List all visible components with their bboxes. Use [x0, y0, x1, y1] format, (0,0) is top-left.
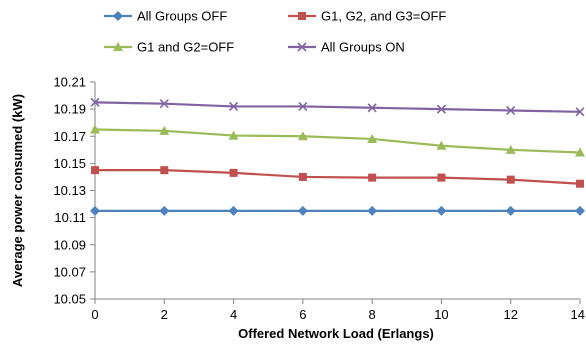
data-point	[436, 140, 447, 150]
legend-label: All Groups ON	[321, 40, 405, 55]
x-tick-label: 2	[161, 307, 168, 322]
series-line	[95, 169, 581, 185]
data-point	[505, 205, 516, 216]
data-point	[159, 99, 169, 109]
y-tick-label: 10.17	[53, 129, 86, 144]
data-point	[229, 101, 239, 111]
legend-marker	[297, 42, 307, 52]
legend-item: All Groups OFF	[104, 9, 227, 24]
data-point	[367, 205, 378, 216]
legend-marker	[113, 11, 123, 21]
data-point	[505, 144, 516, 154]
legend-marker	[298, 12, 306, 20]
y-tick-label: 10.15	[53, 156, 86, 171]
y-tick-label: 10.19	[53, 102, 86, 117]
data-point	[367, 103, 377, 113]
data-point	[90, 124, 100, 134]
data-point	[575, 107, 585, 117]
data-point	[297, 205, 308, 216]
data-point	[91, 166, 99, 175]
data-point	[159, 125, 170, 135]
x-tick-label: 8	[369, 307, 376, 322]
data-point	[368, 173, 377, 182]
series-line	[94, 101, 581, 113]
data-point	[298, 172, 307, 181]
data-point	[575, 147, 585, 157]
data-point	[436, 205, 447, 216]
y-tick-label: 10.11	[54, 210, 86, 225]
x-tick-label: 10	[434, 307, 448, 322]
data-point	[90, 205, 100, 216]
data-point	[90, 97, 100, 107]
x-tick-label: 0	[91, 307, 98, 322]
y-tick-label: 10.07	[53, 264, 86, 279]
y-tick-label: 10.05	[53, 292, 86, 307]
plot-area	[90, 97, 585, 216]
data-point	[298, 101, 308, 111]
x-tick-label: 4	[230, 307, 237, 322]
x-tick-label: 14	[571, 307, 585, 322]
y-axis: 10.05 10.07 10.09 10.11 10.13 10.15 10.17 10.19…	[53, 75, 96, 307]
data-point	[229, 168, 238, 177]
series-g1-g2-and-g3-off	[91, 166, 584, 188]
series-g1-and-g2-off	[90, 124, 585, 157]
data-point	[506, 175, 515, 184]
x-tick-label: 6	[299, 307, 306, 322]
legend-item: G1 and G2=OFF	[104, 40, 234, 55]
y-tick-label: 10.13	[53, 183, 86, 198]
legend-marker	[113, 42, 123, 51]
data-point	[436, 104, 446, 114]
y-tick-label: 10.09	[53, 237, 86, 252]
data-point	[159, 205, 170, 216]
series-all-groups-on	[90, 97, 585, 117]
data-point	[228, 205, 239, 216]
data-point	[437, 173, 446, 182]
y-axis-title: Average power consumed (kW)	[10, 94, 25, 287]
data-point	[576, 179, 584, 188]
legend-label: All Groups OFF	[137, 9, 227, 24]
data-point	[367, 133, 378, 143]
data-point	[160, 166, 169, 175]
y-tick-label: 10.21	[53, 75, 86, 90]
series-all-groups-off	[90, 205, 585, 216]
legend-label: G1 and G2=OFF	[137, 40, 234, 55]
data-point	[575, 205, 585, 216]
data-point	[297, 131, 308, 141]
data-point	[228, 130, 239, 140]
legend: All Groups OFF G1, G2, and G3=OFF G1 and G…	[104, 9, 446, 55]
x-axis-title: Offered Network Load (Erlangs)	[238, 326, 434, 341]
legend-item: All Groups ON	[288, 40, 405, 55]
data-point	[506, 105, 516, 116]
legend-item: G1, G2, and G3=OFF	[288, 9, 446, 24]
x-axis: 0 2 4 6 8 10 12 14	[91, 298, 585, 322]
x-tick-label: 12	[503, 307, 517, 322]
series-line	[94, 128, 581, 154]
legend-label: G1, G2, and G3=OFF	[321, 9, 446, 24]
